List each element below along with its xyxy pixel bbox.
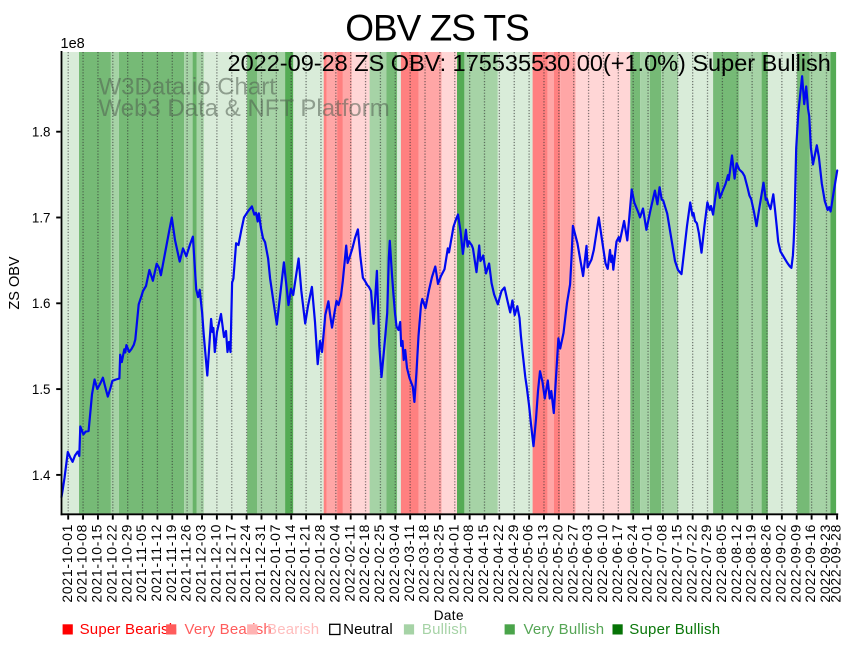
svg-text:2022-02-04: 2022-02-04 bbox=[326, 524, 342, 603]
svg-text:2021-10-29: 2021-10-29 bbox=[118, 524, 134, 603]
svg-text:Date: Date bbox=[434, 608, 464, 623]
svg-text:2021-12-31: 2021-12-31 bbox=[252, 524, 268, 603]
svg-text:2021-11-05: 2021-11-05 bbox=[133, 524, 149, 602]
svg-text:2022-01-28: 2022-01-28 bbox=[312, 524, 328, 603]
svg-text:2022-09-28: 2022-09-28 bbox=[828, 524, 844, 603]
svg-text:Neutral: Neutral bbox=[343, 621, 393, 638]
svg-text:2022-04-01: 2022-04-01 bbox=[445, 524, 461, 603]
svg-text:2022-03-04: 2022-03-04 bbox=[386, 524, 402, 603]
svg-text:2022-09-28 ZS OBV: 175535530.0: 2022-09-28 ZS OBV: 175535530.00(+1.0%) S… bbox=[228, 50, 831, 76]
svg-text:2022-06-17: 2022-06-17 bbox=[609, 524, 625, 603]
svg-text:2022-06-24: 2022-06-24 bbox=[624, 524, 640, 603]
svg-text:2022-08-19: 2022-08-19 bbox=[743, 524, 759, 603]
svg-text:2021-11-12: 2021-11-12 bbox=[148, 524, 164, 602]
svg-text:2022-07-01: 2022-07-01 bbox=[639, 524, 655, 603]
svg-text:2022-06-03: 2022-06-03 bbox=[579, 524, 595, 603]
svg-text:2021-12-10: 2021-12-10 bbox=[207, 524, 223, 603]
svg-text:Super Bullish: Super Bullish bbox=[629, 621, 720, 638]
svg-text:2021-10-01: 2021-10-01 bbox=[59, 524, 75, 603]
svg-text:2022-05-06: 2022-05-06 bbox=[520, 524, 536, 603]
svg-text:1.7: 1.7 bbox=[32, 210, 51, 225]
svg-text:2021-10-15: 2021-10-15 bbox=[89, 524, 105, 603]
svg-text:1.6: 1.6 bbox=[32, 296, 51, 311]
svg-text:ZS OBV: ZS OBV bbox=[7, 256, 23, 310]
svg-text:Very Bullish: Very Bullish bbox=[524, 621, 605, 638]
svg-text:2021-12-17: 2021-12-17 bbox=[222, 524, 238, 603]
svg-text:2021-11-26: 2021-11-26 bbox=[178, 524, 194, 602]
svg-text:2021-12-24: 2021-12-24 bbox=[237, 524, 253, 603]
svg-text:2022-05-13: 2022-05-13 bbox=[535, 524, 551, 603]
svg-text:2022-07-29: 2022-07-29 bbox=[698, 524, 714, 603]
svg-text:Web3 Data & NFT Platform: Web3 Data & NFT Platform bbox=[99, 95, 390, 122]
svg-text:2022-04-15: 2022-04-15 bbox=[475, 524, 491, 603]
svg-text:2022-02-11: 2022-02-11 bbox=[341, 524, 357, 602]
svg-text:2022-07-15: 2022-07-15 bbox=[668, 524, 684, 603]
svg-text:2022-03-11: 2022-03-11 bbox=[401, 524, 417, 602]
svg-text:2022-06-10: 2022-06-10 bbox=[594, 524, 610, 603]
svg-text:2021-10-22: 2021-10-22 bbox=[103, 524, 119, 603]
svg-text:2022-09-23: 2022-09-23 bbox=[817, 524, 833, 603]
svg-text:2022-04-22: 2022-04-22 bbox=[490, 524, 506, 603]
svg-text:2021-11-19: 2021-11-19 bbox=[163, 524, 179, 602]
svg-text:2022-02-18: 2022-02-18 bbox=[356, 524, 372, 603]
svg-text:2021-12-03: 2021-12-03 bbox=[193, 524, 209, 603]
svg-text:2021-10-08: 2021-10-08 bbox=[74, 524, 90, 603]
svg-text:2022-03-25: 2022-03-25 bbox=[431, 524, 447, 603]
svg-text:2022-01-07: 2022-01-07 bbox=[267, 524, 283, 603]
svg-text:W3Data.io Chart: W3Data.io Chart bbox=[99, 74, 277, 101]
svg-text:1.8: 1.8 bbox=[32, 125, 51, 140]
svg-text:1.4: 1.4 bbox=[32, 468, 51, 483]
svg-text:2022-05-20: 2022-05-20 bbox=[549, 524, 565, 603]
svg-text:2022-07-08: 2022-07-08 bbox=[654, 524, 670, 603]
svg-text:2022-03-18: 2022-03-18 bbox=[416, 524, 432, 603]
svg-text:2022-08-05: 2022-08-05 bbox=[713, 524, 729, 603]
svg-text:1e8: 1e8 bbox=[61, 36, 85, 52]
svg-text:2022-04-29: 2022-04-29 bbox=[505, 524, 521, 603]
svg-text:2022-09-02: 2022-09-02 bbox=[772, 524, 788, 603]
svg-text:2022-09-16: 2022-09-16 bbox=[802, 524, 818, 603]
svg-text:2022-08-12: 2022-08-12 bbox=[728, 524, 744, 603]
svg-text:2022-01-14: 2022-01-14 bbox=[282, 524, 298, 603]
svg-text:2022-02-25: 2022-02-25 bbox=[371, 524, 387, 603]
svg-text:Super Bearish: Super Bearish bbox=[80, 621, 178, 638]
svg-text:2022-04-08: 2022-04-08 bbox=[460, 524, 476, 603]
svg-text:Bullish: Bullish bbox=[422, 621, 468, 638]
svg-text:Very Bearish: Very Bearish bbox=[185, 621, 272, 638]
svg-text:2022-07-22: 2022-07-22 bbox=[683, 524, 699, 603]
svg-text:OBV ZS TS: OBV ZS TS bbox=[345, 8, 529, 49]
svg-text:2022-05-27: 2022-05-27 bbox=[564, 524, 580, 603]
svg-text:1.5: 1.5 bbox=[32, 382, 51, 397]
svg-text:2022-09-09: 2022-09-09 bbox=[787, 524, 803, 603]
svg-text:2022-08-26: 2022-08-26 bbox=[758, 524, 774, 603]
svg-text:2022-01-21: 2022-01-21 bbox=[297, 524, 313, 603]
svg-text:Bearish: Bearish bbox=[267, 621, 319, 638]
